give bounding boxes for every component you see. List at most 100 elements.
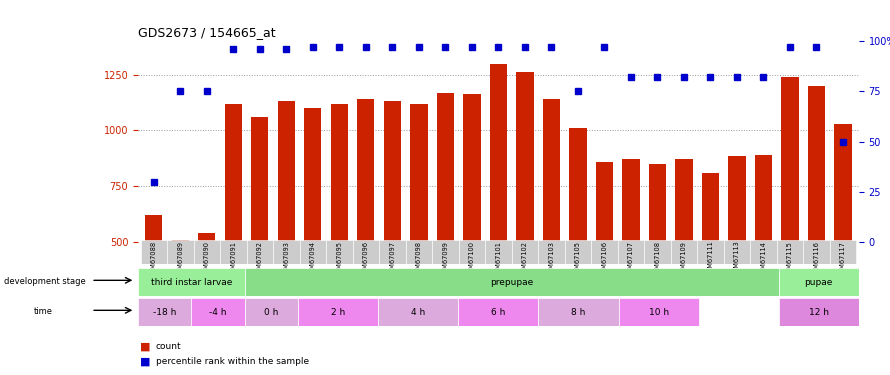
Bar [618, 240, 644, 264]
Text: prepupae: prepupae [490, 278, 533, 286]
Text: 10 h: 10 h [649, 308, 668, 316]
Bar [298, 298, 378, 326]
Bar [538, 240, 564, 264]
Bar [331, 104, 348, 353]
Bar [591, 240, 618, 264]
Text: -4 h: -4 h [209, 308, 227, 316]
Text: GSM67103: GSM67103 [548, 241, 554, 277]
Text: GSM67111: GSM67111 [708, 241, 714, 276]
Bar [378, 298, 458, 326]
Text: GSM67092: GSM67092 [257, 241, 263, 277]
Bar [433, 240, 458, 264]
Text: third instar larvae: third instar larvae [150, 278, 232, 286]
Bar [245, 298, 298, 326]
Bar [278, 102, 295, 353]
Text: 0 h: 0 h [264, 308, 279, 316]
Bar [485, 240, 512, 264]
Text: -18 h: -18 h [153, 308, 176, 316]
Bar [191, 298, 245, 326]
Text: 6 h: 6 h [491, 308, 506, 316]
Bar [619, 298, 699, 326]
Bar [564, 240, 591, 264]
Bar [779, 298, 859, 326]
Text: GSM67099: GSM67099 [442, 241, 449, 277]
Text: GSM67102: GSM67102 [522, 241, 528, 277]
Bar [803, 240, 829, 264]
Bar [649, 164, 666, 353]
Text: GSM67101: GSM67101 [496, 241, 501, 277]
Text: GSM67098: GSM67098 [416, 241, 422, 277]
Text: GSM67097: GSM67097 [390, 241, 395, 277]
Bar [194, 240, 220, 264]
Text: GSM67089: GSM67089 [177, 241, 183, 277]
Bar [781, 77, 798, 353]
Bar [406, 240, 433, 264]
Text: 4 h: 4 h [411, 308, 425, 316]
Bar [671, 240, 697, 264]
Bar [829, 240, 856, 264]
Text: percentile rank within the sample: percentile rank within the sample [156, 357, 309, 366]
Text: time: time [34, 308, 53, 316]
Bar [138, 298, 191, 326]
Bar [379, 240, 406, 264]
Bar [326, 240, 352, 264]
Text: GSM67113: GSM67113 [734, 241, 740, 276]
Bar [357, 99, 375, 353]
Bar [490, 63, 507, 353]
Bar [644, 240, 671, 264]
Bar [458, 240, 485, 264]
Bar [512, 240, 538, 264]
Text: 8 h: 8 h [571, 308, 586, 316]
Bar [834, 124, 852, 353]
Text: GSM67107: GSM67107 [628, 241, 634, 277]
Bar [697, 240, 724, 264]
Text: GSM67088: GSM67088 [150, 241, 157, 277]
Text: GSM67109: GSM67109 [681, 241, 687, 277]
Bar [410, 104, 427, 353]
Text: ■: ■ [140, 342, 150, 352]
Bar [755, 155, 772, 353]
Text: 12 h: 12 h [809, 308, 829, 316]
Bar [172, 240, 189, 353]
Bar [728, 156, 746, 353]
Text: GSM67096: GSM67096 [363, 241, 368, 277]
Bar [570, 128, 587, 353]
Bar [676, 159, 692, 353]
Bar [145, 215, 163, 353]
Text: GSM67095: GSM67095 [336, 241, 343, 277]
Bar [516, 72, 533, 353]
Bar [724, 240, 750, 264]
Bar [702, 173, 719, 353]
Bar [622, 159, 640, 353]
Text: GSM67093: GSM67093 [283, 241, 289, 277]
Text: GSM67115: GSM67115 [787, 241, 793, 277]
Bar [198, 233, 215, 353]
Bar [251, 117, 269, 353]
Bar [464, 94, 481, 353]
Bar [750, 240, 777, 264]
Bar [220, 240, 247, 264]
Text: GSM67090: GSM67090 [204, 241, 210, 277]
Text: 2 h: 2 h [331, 308, 345, 316]
Bar [138, 268, 245, 296]
Bar [245, 268, 779, 296]
Bar [384, 102, 401, 353]
Bar [273, 240, 300, 264]
Bar [458, 298, 538, 326]
Bar [808, 86, 825, 353]
Bar [437, 93, 454, 353]
Text: GSM67105: GSM67105 [575, 241, 581, 277]
Bar [543, 99, 560, 353]
Text: GSM67094: GSM67094 [310, 241, 316, 277]
Bar [304, 108, 321, 353]
Text: GSM67116: GSM67116 [813, 241, 820, 277]
Bar [300, 240, 326, 264]
Bar [777, 240, 803, 264]
Text: GSM67117: GSM67117 [840, 241, 846, 277]
Bar [595, 162, 613, 353]
Text: pupae: pupae [805, 278, 833, 286]
Text: count: count [156, 342, 182, 351]
Text: GSM67091: GSM67091 [231, 241, 237, 277]
Text: GDS2673 / 154665_at: GDS2673 / 154665_at [138, 26, 276, 39]
Text: GSM67108: GSM67108 [654, 241, 660, 277]
